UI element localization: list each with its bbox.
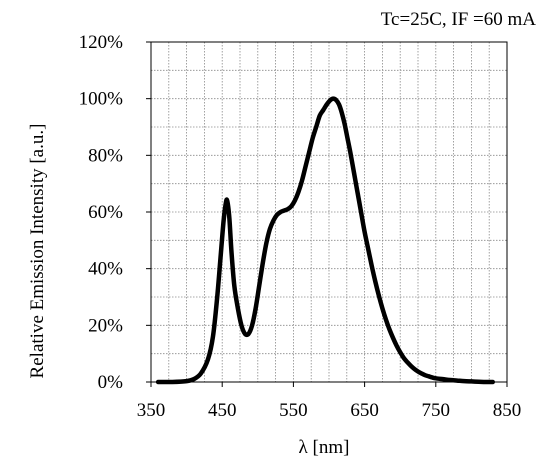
- y-tick-label: 80%: [88, 145, 123, 166]
- x-axis-title: λ [nm]: [299, 437, 350, 458]
- y-tick-label: 20%: [88, 315, 123, 336]
- y-tick-label: 0%: [98, 372, 124, 393]
- x-tick-label: 650: [350, 400, 379, 421]
- x-tick-label: 550: [279, 400, 308, 421]
- y-tick-label: 120%: [79, 32, 124, 53]
- y-axis-title: Relative Emission Intensity [a.u.]: [27, 124, 48, 379]
- x-tick-label: 450: [208, 400, 237, 421]
- x-tick-label: 350: [137, 400, 166, 421]
- x-tick-label: 850: [493, 400, 522, 421]
- x-tick-label: 750: [422, 400, 451, 421]
- x-axis-ticks: 350 450 550 650 750 850: [137, 382, 522, 421]
- emission-spectrum-line: [155, 96, 496, 385]
- y-tick-label: 60%: [88, 202, 123, 223]
- measurement-conditions-annotation: Tc=25C, IF =60 mA: [381, 9, 536, 30]
- y-axis-ticks: 0% 20% 40% 60% 80% 100% 120%: [79, 32, 151, 393]
- y-tick-label: 100%: [79, 89, 124, 110]
- grid-lines: [151, 42, 507, 382]
- y-tick-label: 40%: [88, 259, 123, 280]
